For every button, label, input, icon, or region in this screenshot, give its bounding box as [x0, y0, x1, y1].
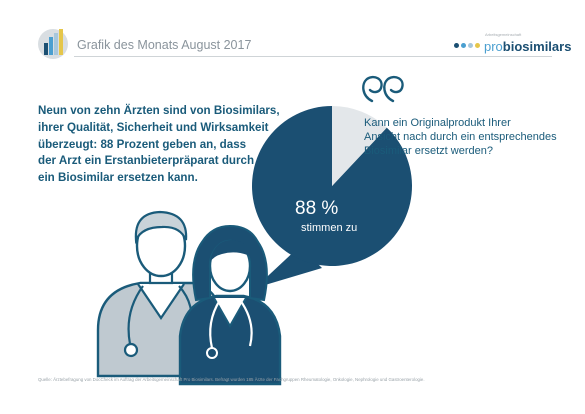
logo-dot [475, 43, 480, 48]
headline-line: ein Biosimilar ersetzen kann. [38, 171, 198, 185]
headline: Neun von zehn Ärzten sind von Biosimilar… [38, 103, 288, 187]
headline-line: der Arzt ein Erstanbieterpräparat durch [38, 154, 255, 168]
page-title: Grafik des Monats August 2017 [77, 38, 252, 52]
headline-line: ihrer Qualität, Sicherheit und Wirksamke… [38, 120, 269, 134]
question-line: Kann ein Originalprodukt Ihrer [364, 117, 511, 129]
logo-tagline: Arbeitsgemeinschaft [485, 32, 522, 37]
logo-word-pro: pro [484, 39, 503, 54]
question-line: Ansicht nach durch ein entsprechendes [364, 131, 557, 143]
pie-data-label-value: 88 % [295, 198, 339, 219]
question-line: Biosimilar ersetzt werden? [364, 145, 493, 157]
header-divider [74, 56, 552, 57]
logo-dots [454, 35, 482, 53]
logo-word-bio: biosimilars [502, 39, 572, 54]
quote-icon [362, 75, 404, 103]
headline-line: Neun von zehn Ärzten sind von Biosimilar… [38, 104, 280, 117]
brand-logo: Arbeitsgemeinschaft probiosimilars [454, 30, 571, 60]
logo-wordmark: probiosimilars [484, 39, 571, 54]
survey-question: Kann ein Originalprodukt Ihrer Ansicht n… [364, 116, 584, 158]
logo-dot [461, 43, 466, 48]
bar-chart-icon [38, 29, 68, 59]
source-note: Quelle: Ärztebefragung von DocCheck im A… [38, 377, 425, 382]
pie-slice-agree [251, 106, 412, 266]
headline-line: überzeugt: 88 Prozent geben an, dass [38, 137, 247, 151]
logo-dot [454, 43, 459, 48]
doctors-icon [96, 210, 282, 386]
logo-dot [468, 43, 473, 48]
pie-data-label-text: stimmen zu [301, 222, 358, 234]
pie-slice-rest [332, 106, 387, 186]
